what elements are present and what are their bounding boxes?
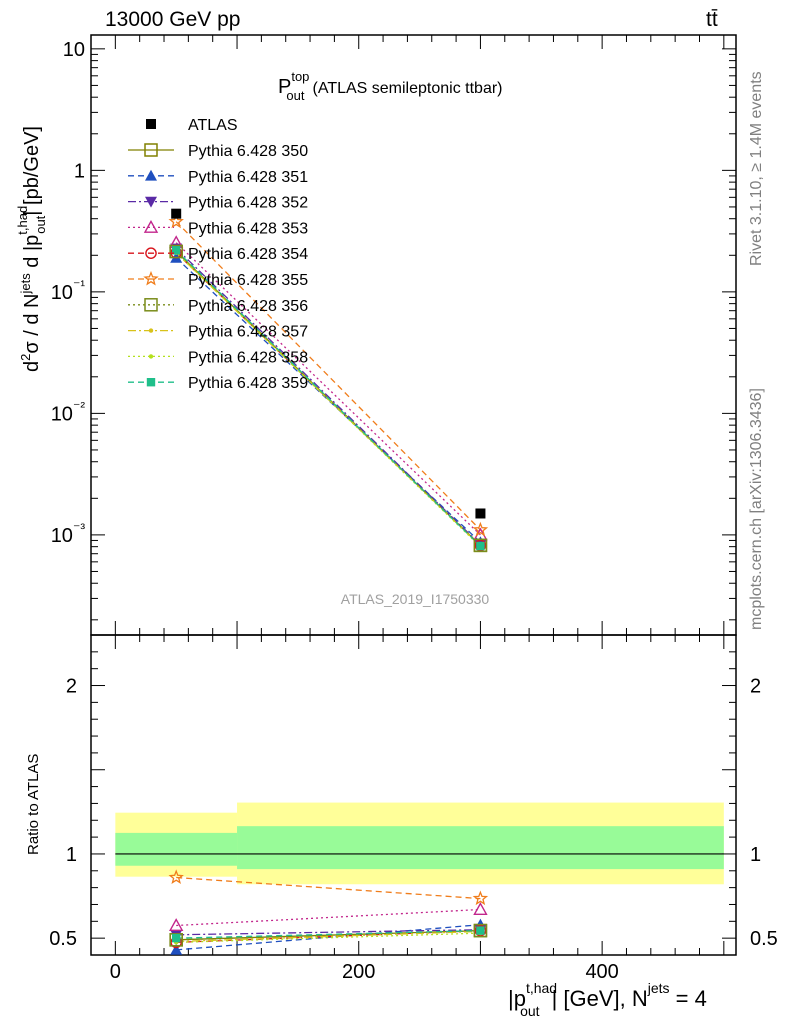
legend-marker bbox=[144, 298, 158, 312]
legend-label: Pythia 6.428 359 bbox=[188, 375, 308, 392]
ratio-point bbox=[168, 869, 184, 885]
ratio-x-tick-label: 0 bbox=[110, 961, 121, 983]
ratio-y-axis-label: Ratio to ATLAS bbox=[25, 754, 42, 855]
header-right: tt̄ bbox=[706, 8, 718, 31]
ratio-y-tick-label: 1 bbox=[750, 844, 761, 866]
main-y-tick-label: 10 bbox=[63, 39, 85, 61]
header-left: 13000 GeV pp bbox=[105, 8, 241, 31]
ratio-x-axis-label: |pt,had out | [GeV], Njets = 4 bbox=[508, 980, 707, 1019]
ratio-uncertainty-bands bbox=[115, 802, 724, 885]
ratio-line bbox=[176, 930, 481, 943]
ratio-x-tick-label: 200 bbox=[342, 961, 375, 983]
legend-marker bbox=[143, 219, 159, 233]
main-y-tick-label: 10⁻³ bbox=[51, 520, 86, 547]
main-y-tick-label: 10⁻¹ bbox=[51, 277, 86, 304]
legend-label: Pythia 6.428 355 bbox=[188, 272, 308, 289]
ratio-frame bbox=[90, 634, 737, 956]
ratio-y-tick-label: 1 bbox=[66, 844, 77, 866]
analysis-watermark: ATLAS_2019_I1750330 bbox=[341, 591, 490, 607]
chart-title: Ptop out (ATLAS semileptonic ttbar) bbox=[278, 69, 503, 103]
legend-marker bbox=[145, 247, 157, 259]
ratio-point bbox=[169, 933, 183, 947]
ratio-point bbox=[474, 924, 487, 937]
legend-marker bbox=[148, 328, 154, 333]
legend-label: Pythia 6.428 354 bbox=[188, 246, 308, 263]
series-point bbox=[472, 521, 489, 537]
ratio-point bbox=[171, 933, 181, 943]
legend-label: Pythia 6.428 356 bbox=[188, 298, 308, 315]
atlas-data-point bbox=[171, 208, 182, 219]
legend-label: Pythia 6.428 358 bbox=[188, 349, 308, 366]
series-line bbox=[175, 221, 481, 531]
ratio-line bbox=[176, 929, 481, 941]
ratio-y-tick-label: 2 bbox=[750, 676, 761, 698]
legend-label: Pythia 6.428 353 bbox=[188, 220, 308, 237]
ratio-line bbox=[176, 908, 481, 927]
legend-marker bbox=[146, 378, 156, 387]
legend-atlas-marker bbox=[146, 119, 156, 129]
legend-label: Pythia 6.428 351 bbox=[188, 169, 308, 186]
legend-label: Pythia 6.428 352 bbox=[188, 195, 308, 212]
legend-label: Pythia 6.428 350 bbox=[188, 143, 308, 160]
series-point bbox=[474, 539, 487, 552]
ratio-band-green bbox=[115, 832, 238, 866]
ratio-line bbox=[176, 924, 481, 951]
legend-atlas-label: ATLAS bbox=[188, 117, 238, 134]
series-point bbox=[476, 541, 485, 551]
ratio-point bbox=[473, 923, 488, 938]
ratio-line bbox=[176, 929, 481, 939]
legend-marker bbox=[144, 143, 158, 157]
main-y-tick-label: 1 bbox=[74, 160, 85, 182]
series-point bbox=[168, 213, 184, 229]
series-point bbox=[473, 538, 488, 553]
ratio-axis-ticks: 0 200 400 0.5 0.5 1 1 2 2 bbox=[49, 635, 778, 983]
series-point bbox=[169, 244, 183, 259]
legend-marker bbox=[145, 196, 157, 208]
series-line bbox=[175, 249, 481, 547]
ratio-point bbox=[473, 902, 488, 916]
legend-label: Pythia 6.428 357 bbox=[188, 324, 308, 341]
atlas-data-point bbox=[475, 508, 486, 519]
legend: ATLAS Pythia 6.428 350 Pythia 6.428 351 Pyt… bbox=[128, 117, 308, 392]
ratio-point bbox=[170, 943, 183, 955]
legend-marker bbox=[145, 169, 157, 181]
legend-marker bbox=[148, 354, 154, 359]
ratio-y-tick-label: 0.5 bbox=[750, 928, 778, 950]
ratio-line bbox=[176, 876, 481, 900]
series-line bbox=[175, 247, 481, 546]
series-line bbox=[175, 252, 481, 548]
main-axis-ticks: 10⁻³ 10⁻² 10⁻¹ 1 10 bbox=[51, 35, 736, 635]
main-y-axis-label: d2σ / d Njets d |pt,had out| [pb/GeV] bbox=[15, 126, 48, 372]
main-y-tick-label: 10⁻² bbox=[51, 398, 86, 425]
ratio-line bbox=[176, 929, 481, 936]
ratio-y-tick-label: 2 bbox=[66, 676, 77, 698]
series-point bbox=[171, 246, 181, 255]
series-line bbox=[175, 242, 481, 536]
ratio-x-tick-label: 400 bbox=[585, 961, 618, 983]
ratio-point bbox=[168, 918, 184, 932]
ratio-line bbox=[176, 932, 481, 944]
ratio-point bbox=[472, 890, 489, 906]
ratio-y-tick-label: 0.5 bbox=[49, 928, 77, 950]
ratio-point bbox=[476, 926, 485, 935]
legend-marker bbox=[143, 270, 159, 286]
ratio-band-green bbox=[237, 826, 724, 870]
